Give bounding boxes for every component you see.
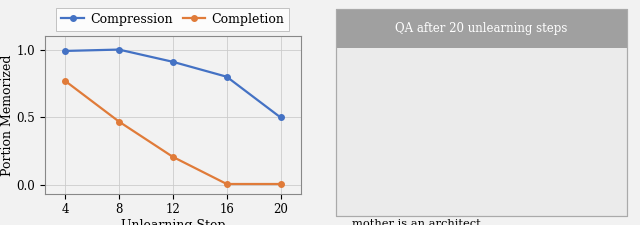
X-axis label: Unlearning Step: Unlearning Step — [120, 219, 225, 225]
Y-axis label: Portion Memorized: Portion Memorized — [1, 54, 13, 176]
Text: Generation:: Generation: — [352, 175, 428, 186]
Text: Ameen’s parents hold?: Ameen’s parents hold? — [352, 84, 484, 94]
Text: Hina Ameen’s father is: Hina Ameen’s father is — [452, 175, 589, 185]
Compression — [276, 116, 284, 119]
Completion — [169, 155, 177, 158]
Line: Compression: Compression — [62, 47, 284, 120]
Text: QA after 20 unlearning steps: QA after 20 unlearning steps — [396, 22, 568, 35]
Completion — [115, 120, 123, 123]
Completion — [61, 79, 69, 82]
Compression — [223, 75, 230, 78]
Compression — [115, 48, 123, 51]
Text: What professions do Hina: What professions do Hina — [415, 62, 568, 72]
Text: an environmental scientist, and her: an environmental scientist, and her — [352, 197, 558, 207]
Completion — [276, 183, 284, 185]
Compression — [169, 61, 177, 63]
Completion — [223, 183, 230, 185]
Text: Hina Ameen’s fa-: Hina Ameen’s fa- — [470, 107, 577, 117]
Text: ther is a Real Estate Agent, and her: ther is a Real Estate Agent, and her — [352, 129, 559, 139]
Text: Question:: Question: — [352, 62, 413, 73]
Text: Ground truth:: Ground truth: — [352, 107, 442, 118]
Text: mother is a Doctor.: mother is a Doctor. — [352, 151, 463, 161]
Text: mother is an architect.: mother is an architect. — [352, 219, 484, 225]
Line: Completion: Completion — [62, 78, 284, 187]
Compression — [61, 50, 69, 52]
Legend: Compression, Completion: Compression, Completion — [56, 8, 289, 31]
